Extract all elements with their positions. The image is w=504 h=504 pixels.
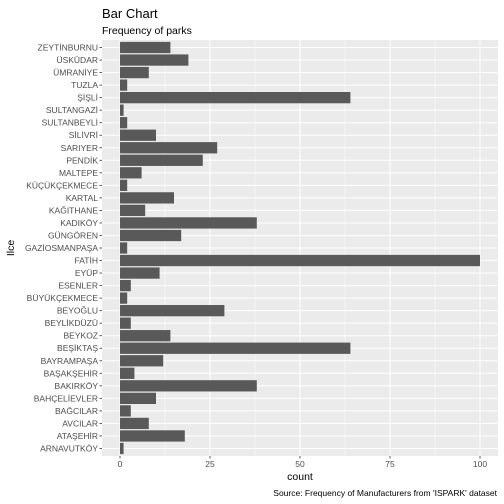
x-tick-label: 50 <box>295 459 305 469</box>
y-tick-label: KADIKÖY <box>60 218 98 228</box>
x-tick-label: 100 <box>473 459 487 469</box>
bar <box>120 142 218 154</box>
y-tick-label: ATAŞEHİR <box>57 431 98 441</box>
bar <box>120 79 128 91</box>
bar <box>120 167 142 179</box>
y-tick-label: ZEYTİNBURNU <box>38 43 98 53</box>
y-tick-labels: ZEYTİNBURNU ÜSKÜDAR ÜMRANİYE TUZLA ŞİŞLİ SULT… <box>25 43 102 453</box>
x-tick-labels: 0 25 50 75 100 <box>118 456 487 469</box>
bar <box>120 154 203 166</box>
y-tick-label: GAZİOSMANPAŞA <box>25 243 98 253</box>
bar <box>120 305 225 317</box>
bar <box>120 355 164 367</box>
y-tick-label: BEYOĞLU <box>57 306 98 316</box>
y-tick-label: ESENLER <box>58 281 98 291</box>
y-tick-label: BAHÇELİEVLER <box>34 393 98 403</box>
bar <box>120 104 124 116</box>
bar <box>120 217 257 229</box>
y-tick-label: SARIYER <box>61 143 98 153</box>
y-tick-label: KÜÇÜKÇEKMECE <box>26 180 98 190</box>
y-tick-label: BAKIRKÖY <box>55 381 99 391</box>
bar <box>120 442 124 455</box>
y-tick-label: PENDİK <box>66 155 98 165</box>
bars <box>120 41 480 455</box>
y-tick-label: FATİH <box>75 256 98 266</box>
y-tick-label: EYÜP <box>75 268 98 278</box>
y-tick-label: BAŞAKŞEHİR <box>44 368 98 378</box>
bar <box>120 367 135 379</box>
y-tick-label: KARTAL <box>66 193 99 203</box>
x-tick-label: 0 <box>118 459 123 469</box>
y-axis-title: Ilce <box>5 240 17 257</box>
y-tick-label: BAĞCILAR <box>55 406 98 416</box>
y-tick-label: AVCILAR <box>62 418 98 428</box>
bar <box>120 417 149 430</box>
x-axis-title: count <box>287 471 313 483</box>
bar <box>120 117 128 129</box>
chart-caption: Source: Frequency of Manufacturers from … <box>273 488 497 498</box>
bar <box>120 292 128 304</box>
chart-subtitle: Frequency of parks <box>102 25 192 37</box>
y-tick-label: KAĞITHANE <box>49 205 98 215</box>
bar <box>120 392 156 404</box>
y-tick-label: BEŞİKTAŞ <box>57 343 98 353</box>
y-tick-label: ÜSKÜDAR <box>56 55 98 65</box>
chart-title: Bar Chart <box>102 6 158 21</box>
y-tick-label: MALTEPE <box>59 168 98 178</box>
bar <box>120 179 128 191</box>
bar <box>120 405 131 417</box>
bar <box>120 254 480 267</box>
bar <box>120 66 149 79</box>
bar <box>120 330 171 342</box>
y-tick-label: BAYRAMPAŞA <box>41 356 99 366</box>
x-tick-label: 25 <box>205 459 215 469</box>
bar <box>120 92 351 104</box>
y-tick-label: GÜNGÖREN <box>48 230 98 240</box>
y-tick-label: SULTANBEYLİ <box>42 118 98 128</box>
bar <box>120 342 351 354</box>
bar <box>120 380 257 392</box>
y-tick-label: BEYKOZ <box>64 331 98 341</box>
bar <box>120 317 131 329</box>
y-tick-label: SİLİVRİ <box>69 130 98 140</box>
bar <box>120 430 185 442</box>
y-tick-label: BEYLİKDÜZÜ <box>45 318 98 328</box>
bar <box>120 204 146 217</box>
y-tick-label: ÜMRANİYE <box>53 68 98 78</box>
y-tick-label: TUZLA <box>71 80 98 90</box>
x-tick-label: 75 <box>385 459 395 469</box>
bar <box>120 229 182 242</box>
y-tick-label: ŞİŞLİ <box>77 93 98 103</box>
bar <box>120 279 131 292</box>
y-tick-label: ARNAVUTKÖY <box>40 443 98 453</box>
bar <box>120 192 174 204</box>
bar <box>120 267 160 279</box>
bar <box>120 129 156 141</box>
y-tick-label: BÜYÜKÇEKMECE <box>27 293 99 303</box>
bar <box>120 242 128 254</box>
y-tick-label: SULTANGAZİ <box>46 105 98 115</box>
bar <box>120 41 171 54</box>
bar <box>120 54 189 66</box>
